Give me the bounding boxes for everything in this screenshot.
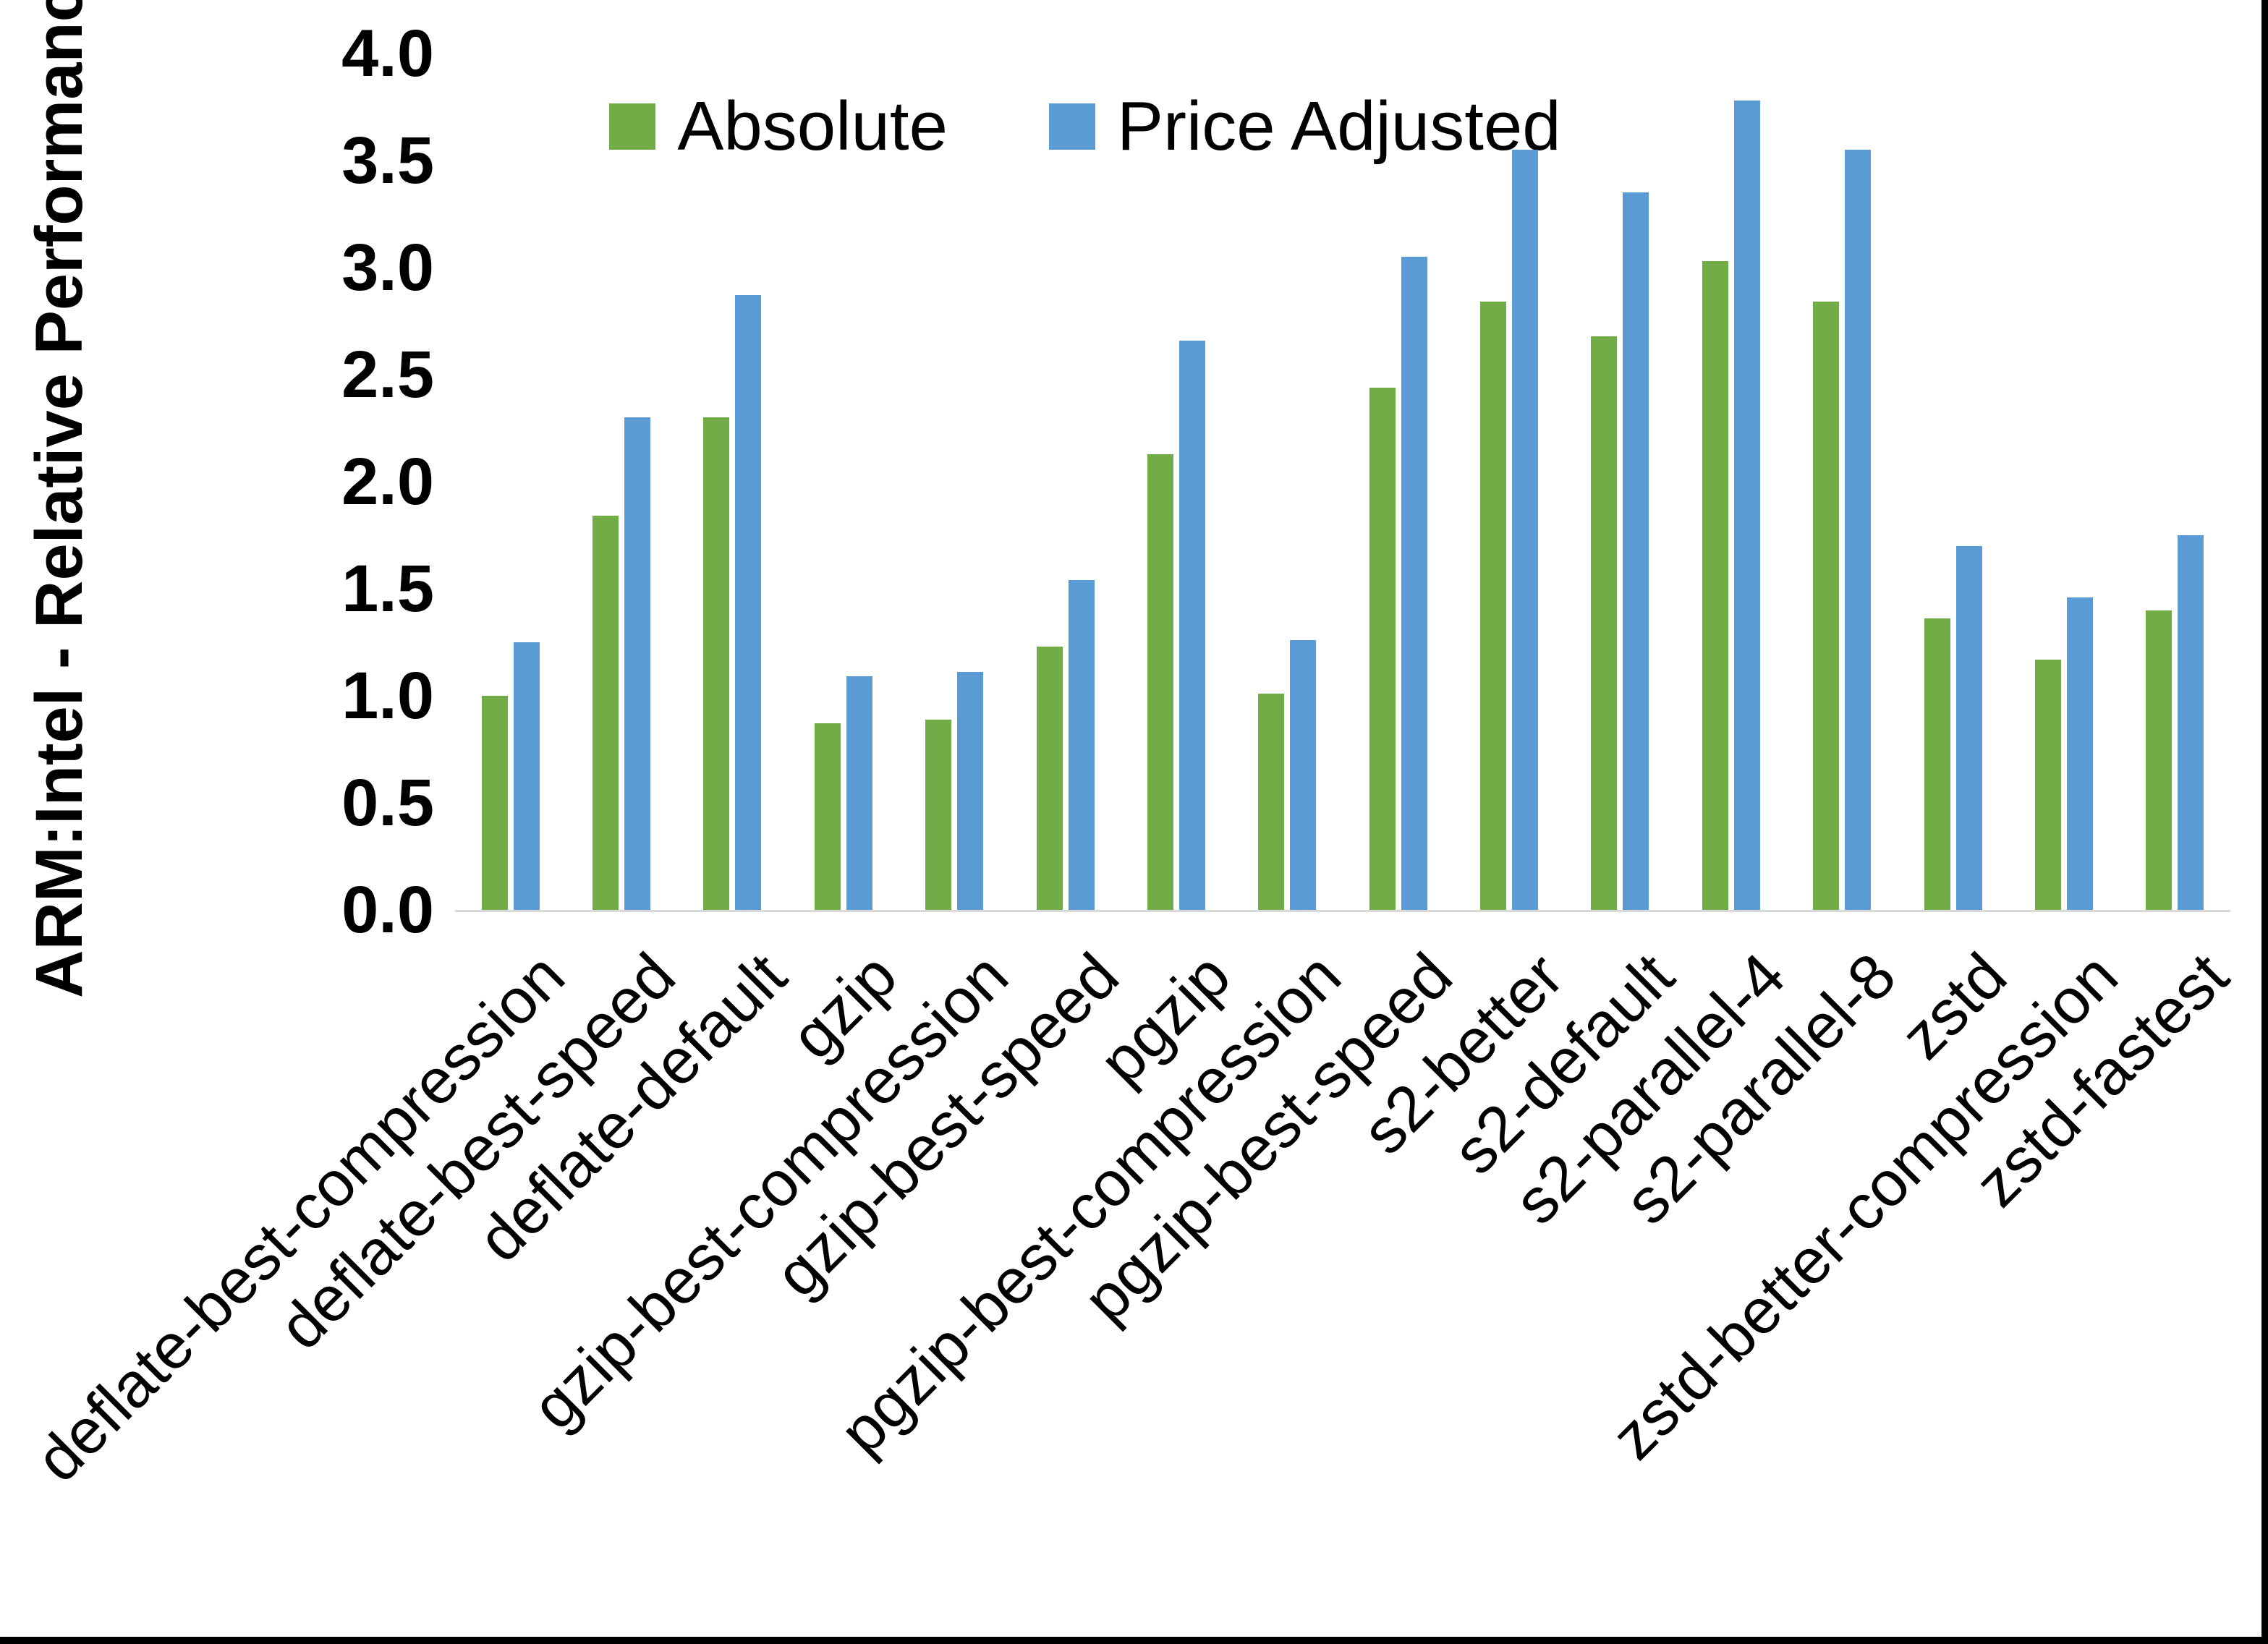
legend-label-price-adjusted: Price Adjusted xyxy=(1116,88,1561,165)
bar-absolute-pgzip-best-speed xyxy=(1369,387,1396,910)
y-tick-1.5: 1.5 xyxy=(341,552,434,626)
bar-price-adjusted-pgzip-best-compression xyxy=(1290,640,1317,910)
bar-price-adjusted-s2-parallel-8 xyxy=(1845,150,1872,910)
right-border xyxy=(2261,0,2268,1644)
bar-price-adjusted-zstd-better-compression xyxy=(2066,597,2093,910)
y-tick-3.5: 3.5 xyxy=(341,124,434,197)
bar-price-adjusted-deflate-best-speed xyxy=(624,417,651,910)
bar-price-adjusted-pgzip xyxy=(1178,340,1205,910)
y-tick-3.0: 3.0 xyxy=(341,231,434,304)
bar-absolute-deflate-best-speed xyxy=(593,516,619,910)
bar-absolute-zstd xyxy=(1924,618,1950,910)
bar-absolute-s2-parallel-8 xyxy=(1813,302,1840,910)
bar-absolute-zstd-fastest xyxy=(2146,610,2173,910)
bar-price-adjusted-gzip-best-compression xyxy=(957,672,984,910)
legend-swatch-price-adjusted-icon xyxy=(1048,103,1095,150)
y-tick-0.0: 0.0 xyxy=(341,873,434,947)
x-axis-line xyxy=(455,910,2230,912)
bar-absolute-gzip xyxy=(814,723,841,910)
y-tick-2.5: 2.5 xyxy=(341,338,434,412)
y-tick-4.0: 4.0 xyxy=(341,17,434,90)
bar-price-adjusted-gzip-best-speed xyxy=(1068,580,1095,910)
bar-price-adjusted-s2-parallel-4 xyxy=(1733,101,1760,910)
y-tick-2.0: 2.0 xyxy=(341,445,434,519)
bar-price-adjusted-zstd xyxy=(1955,545,1982,910)
plot-area xyxy=(455,54,2230,912)
bar-absolute-pgzip-best-compression xyxy=(1258,694,1285,910)
bar-price-adjusted-zstd-fastest xyxy=(2178,535,2204,910)
bar-price-adjusted-pgzip-best-speed xyxy=(1401,257,1427,910)
bar-absolute-deflate-best-compression xyxy=(481,696,508,910)
legend-label-absolute: Absolute xyxy=(677,88,948,165)
bar-absolute-gzip-best-speed xyxy=(1036,646,1063,910)
y-tick-0.5: 0.5 xyxy=(341,766,434,840)
legend: Absolute Price Adjusted xyxy=(0,87,2170,166)
legend-item-absolute: Absolute xyxy=(609,87,948,166)
legend-swatch-absolute-icon xyxy=(609,103,656,150)
legend-item-price-adjusted: Price Adjusted xyxy=(1048,87,1561,166)
bar-absolute-gzip-best-compression xyxy=(925,719,952,910)
bottom-border xyxy=(0,1637,2268,1644)
bar-absolute-s2-parallel-4 xyxy=(1702,261,1728,910)
bar-absolute-deflate-default xyxy=(703,417,730,910)
y-axis-title: ARM:Intel - Relative Performance xyxy=(22,0,96,998)
bar-absolute-zstd-better-compression xyxy=(2034,659,2061,910)
bar-price-adjusted-deflate-best-compression xyxy=(513,642,540,910)
bar-price-adjusted-deflate-default xyxy=(735,295,762,910)
bar-price-adjusted-s2-better xyxy=(1512,150,1539,910)
bar-absolute-s2-better xyxy=(1480,302,1507,910)
y-tick-1.0: 1.0 xyxy=(341,659,434,733)
bar-absolute-s2-default xyxy=(1591,336,1618,910)
bar-price-adjusted-gzip xyxy=(846,676,872,910)
bar-price-adjusted-s2-default xyxy=(1623,192,1649,910)
bar-absolute-pgzip xyxy=(1147,453,1173,910)
